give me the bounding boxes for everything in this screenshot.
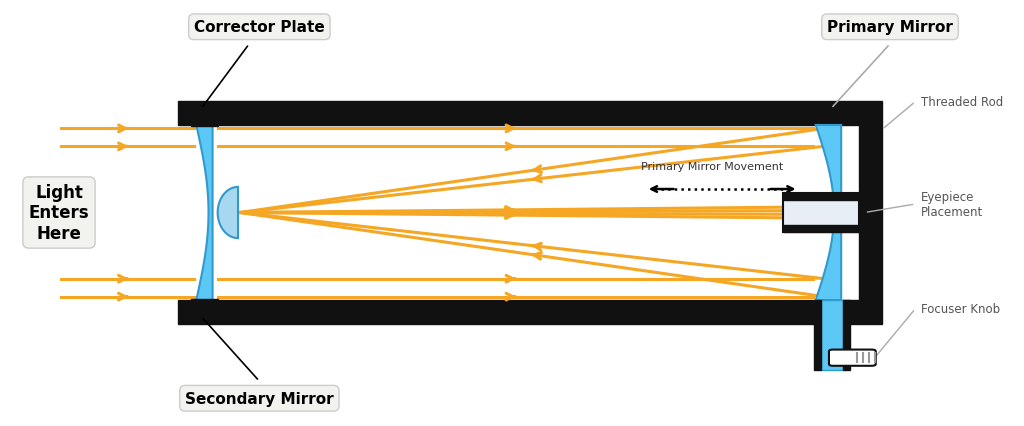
Bar [178,300,859,324]
Text: Focuser Knob: Focuser Knob [921,302,999,315]
Bar [783,194,859,200]
Text: Primary Mirror Movement: Primary Mirror Movement [641,161,783,171]
FancyBboxPatch shape [829,350,876,366]
Bar [821,300,843,371]
Text: Primary Mirror: Primary Mirror [827,20,953,35]
Polygon shape [218,187,238,239]
Text: Secondary Mirror: Secondary Mirror [185,391,334,406]
Bar [814,300,821,371]
Bar [843,300,850,371]
Text: Light
Enters
Here: Light Enters Here [29,183,89,243]
Polygon shape [816,126,841,300]
Bar [191,116,218,127]
Bar [178,102,859,126]
Bar [783,226,859,232]
Bar [783,194,859,232]
Text: Threaded Rod: Threaded Rod [921,96,1002,109]
Polygon shape [197,126,213,300]
Bar [859,102,882,324]
Bar [191,299,218,310]
Text: Eyepiece
Placement: Eyepiece Placement [921,190,983,219]
Text: Corrector Plate: Corrector Plate [194,20,325,35]
